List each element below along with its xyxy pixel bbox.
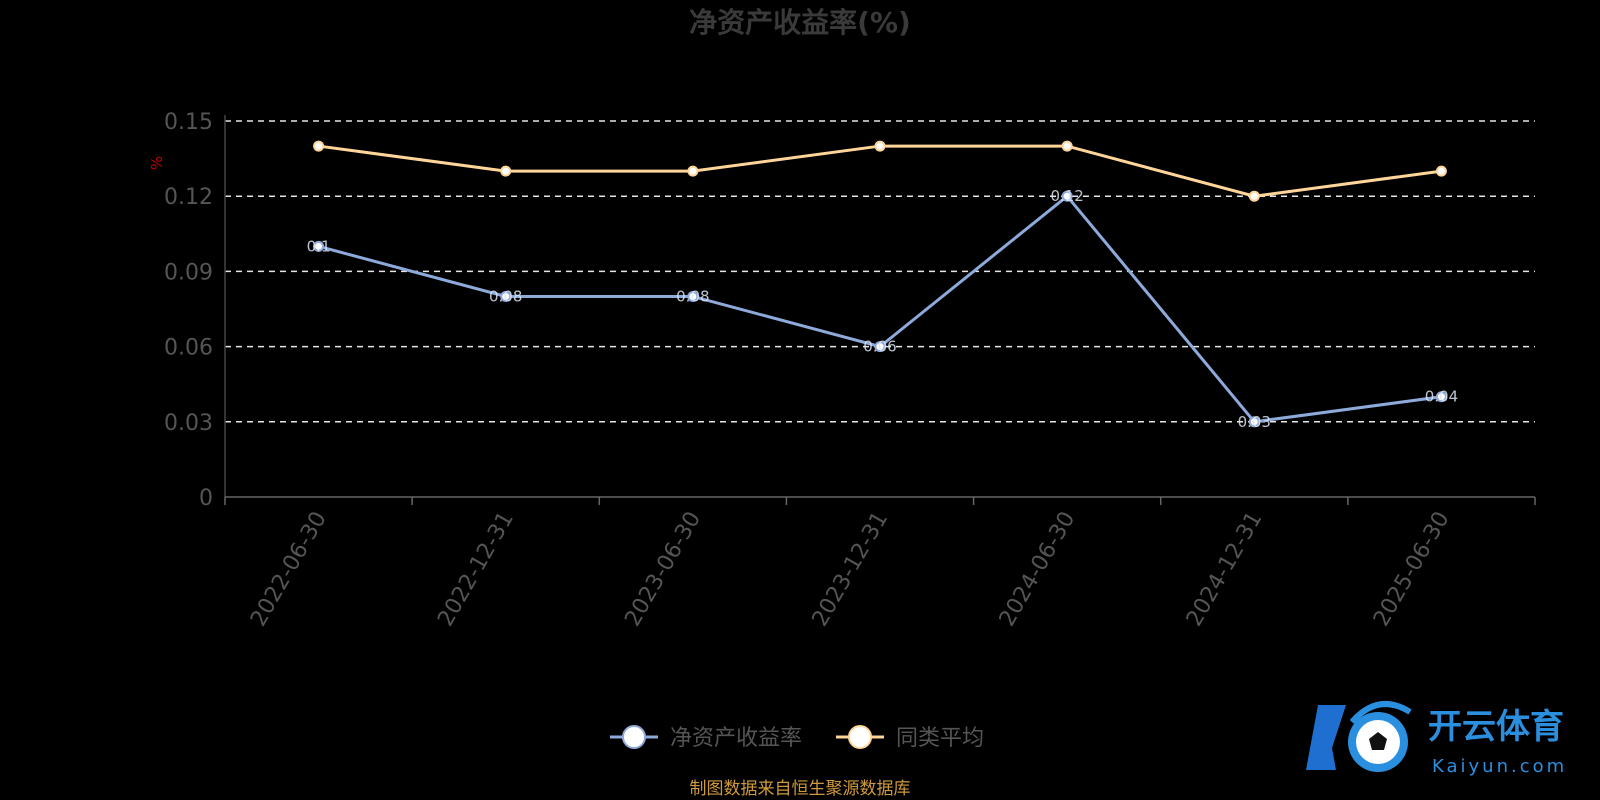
data-point: [313, 140, 325, 152]
data-label: 0.12: [1050, 187, 1083, 205]
data-label: 0.08: [676, 287, 709, 305]
data-point: [874, 140, 886, 152]
data-point: [1435, 391, 1447, 403]
x-tick-label: 2024-06-30: [995, 508, 1081, 631]
legend-swatch-marker: [622, 725, 646, 749]
data-label: 0.1: [307, 237, 331, 255]
series-group: 0.1 0.08 0.08 0.06 0.12 0.03 0.04: [307, 140, 1458, 431]
legend-swatch-marker: [848, 725, 872, 749]
x-tick-label: 2023-06-30: [620, 508, 706, 631]
y-tick-label: 0.15: [164, 110, 213, 135]
x-tick-label: 2022-12-31: [433, 508, 519, 631]
y-tick-label: 0: [199, 486, 213, 511]
data-point: [874, 341, 886, 353]
legend-item[interactable]: 同类平均: [836, 725, 984, 751]
series-line: [318, 144, 1442, 198]
data-point: [1248, 190, 1260, 202]
brand-watermark: 开云体育 Kaiyun.com: [1306, 701, 1567, 777]
legend-label: 净资产收益率: [670, 726, 802, 751]
y-tick-label: 0.06: [164, 336, 213, 361]
x-tick-label: 2022-06-30: [246, 508, 332, 631]
x-tick-label: 2023-12-31: [808, 508, 894, 631]
x-tick-label: 2025-06-30: [1369, 508, 1455, 631]
y-axis-unit-label: %: [148, 156, 166, 170]
data-point: [687, 165, 699, 177]
grid-lines: [225, 120, 1535, 423]
brand-name-cn: 开云体育: [1428, 707, 1564, 747]
y-tick-label: 0.12: [164, 185, 213, 210]
data-point: [1061, 140, 1073, 152]
data-label: 0.06: [863, 338, 896, 356]
brand-name-en: Kaiyun.com: [1432, 756, 1567, 777]
data-point: [500, 290, 512, 302]
data-point: [1061, 190, 1073, 202]
y-tick-label: 0.03: [164, 411, 213, 436]
data-point: [313, 240, 325, 252]
x-tick-label: 2024-12-31: [1182, 508, 1268, 631]
series-line: [318, 194, 1442, 424]
series-peer-average: [313, 140, 1447, 202]
soccer-ball-logo-icon: [1306, 701, 1412, 772]
y-tick-labels: 0 0.03 0.06 0.09 0.12 0.15: [164, 110, 213, 511]
data-point: [1248, 416, 1260, 428]
data-point: [500, 165, 512, 177]
data-point: [687, 290, 699, 302]
data-label: 0.03: [1238, 413, 1271, 431]
data-source-note: 制图数据来自恒生聚源数据库: [690, 779, 911, 799]
data-point: [1435, 165, 1447, 177]
y-tick-label: 0.09: [164, 260, 213, 285]
axes: [224, 115, 1536, 505]
series-roe: 0.1 0.08 0.08 0.06 0.12 0.03 0.04: [307, 187, 1458, 431]
data-label: 0.08: [489, 287, 522, 305]
data-label: 0.04: [1425, 388, 1458, 406]
legend[interactable]: 净资产收益率 同类平均: [610, 725, 984, 751]
legend-item[interactable]: 净资产收益率: [610, 725, 802, 751]
x-tick-labels: 2022-06-30 2022-12-31 2023-06-30 2023-12-31…: [246, 508, 1454, 631]
chart-title: 净资产收益率(%): [689, 6, 911, 39]
legend-label: 同类平均: [896, 726, 984, 751]
